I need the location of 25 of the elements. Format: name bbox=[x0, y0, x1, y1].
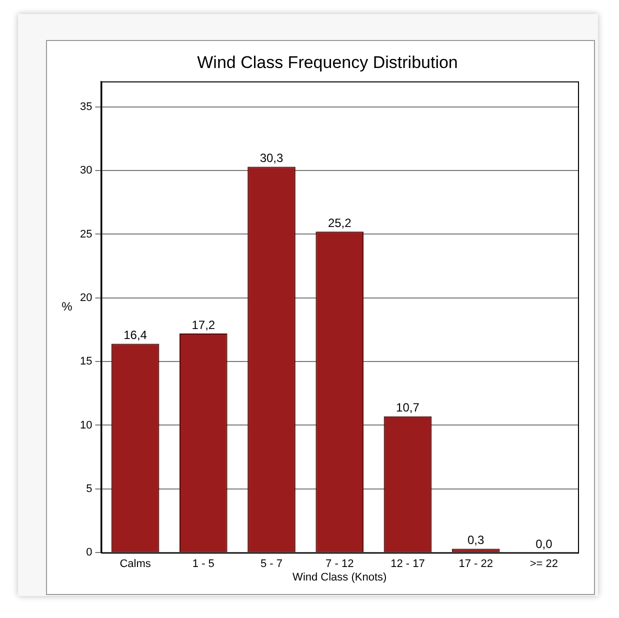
data-label: 0,3 bbox=[467, 533, 484, 548]
x-axis-title: Wind Class (Knots) bbox=[292, 571, 387, 584]
chart-title: Wind Class Frequency Distribution bbox=[197, 52, 458, 72]
x-tick-label: 5 - 7 bbox=[260, 558, 283, 570]
x-tick-label: 1 - 5 bbox=[192, 558, 214, 570]
data-label: 16,4 bbox=[124, 328, 148, 342]
y-tick-label: 0 bbox=[86, 546, 92, 559]
data-label: 10,7 bbox=[396, 400, 420, 415]
x-tick-label: 17 - 22 bbox=[458, 558, 493, 570]
y-tick-label: 20 bbox=[80, 292, 92, 304]
y-tick-label: 35 bbox=[80, 100, 92, 113]
y-tick-label: 30 bbox=[80, 164, 92, 177]
y-tick-label: 15 bbox=[80, 356, 92, 368]
data-label: 30,3 bbox=[260, 151, 284, 166]
x-tick-label: Calms bbox=[120, 558, 152, 570]
y-tick-label: 25 bbox=[80, 228, 92, 240]
x-tick-label: 7 - 12 bbox=[326, 558, 354, 570]
x-tick-label: 12 - 17 bbox=[390, 558, 425, 570]
x-tick-label: >= 22 bbox=[530, 558, 558, 570]
data-label: 0,0 bbox=[536, 536, 553, 551]
data-label: 17,2 bbox=[192, 318, 216, 332]
y-axis-title: % bbox=[62, 299, 73, 314]
data-label: 25,2 bbox=[328, 216, 352, 230]
y-tick-label: 5 bbox=[86, 482, 92, 495]
y-tick-label: 10 bbox=[80, 419, 92, 432]
